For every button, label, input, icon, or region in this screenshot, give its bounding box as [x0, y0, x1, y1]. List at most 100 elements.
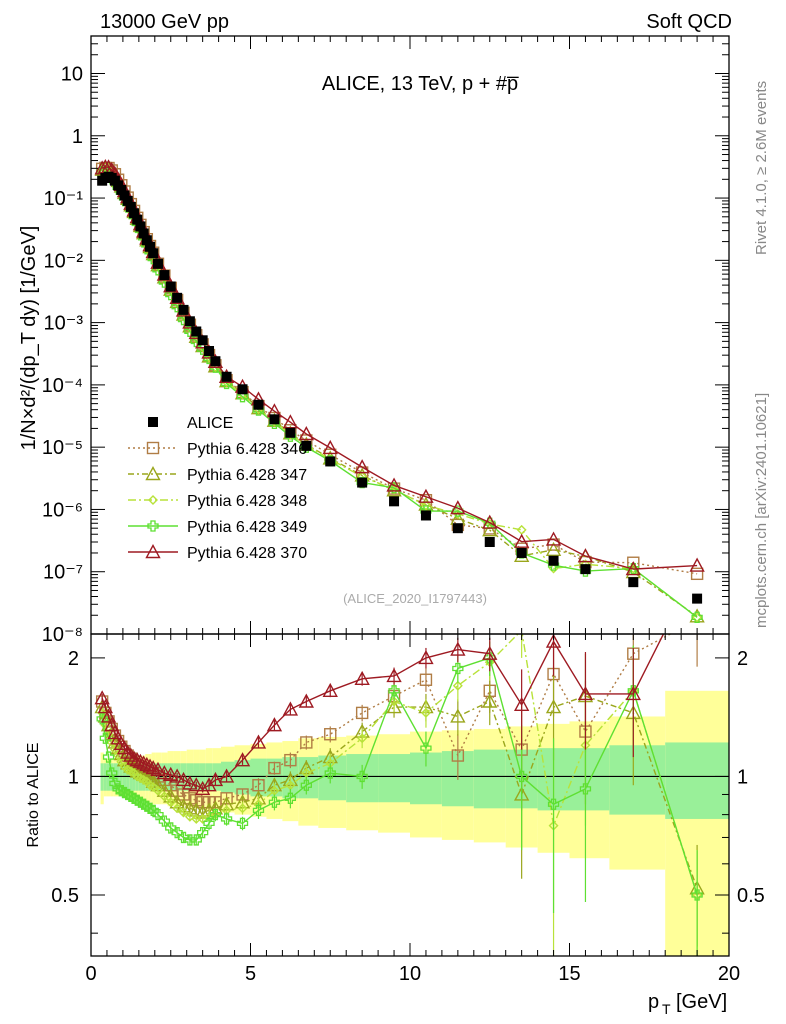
data-point [172, 292, 183, 303]
data-point [452, 523, 463, 534]
data-point [165, 281, 176, 292]
legend-label: Pythia 6.428 347 [187, 467, 307, 484]
legend-entry-2: Pythia 6.428 347 [128, 466, 307, 484]
ratio-series-marker [324, 767, 336, 779]
data-point [389, 496, 400, 507]
main-series-marker [690, 567, 704, 581]
ratio-axis-label: Ratio to ALICE [25, 743, 42, 848]
ratio-series-marker [386, 699, 402, 714]
ratio-series-marker [250, 734, 267, 749]
data-point [119, 190, 130, 201]
data-point [148, 248, 159, 259]
legend-entry-3: Pythia 6.428 348 [128, 493, 307, 510]
ratio-series-marker [388, 685, 400, 697]
ratio-series-marker [482, 645, 498, 660]
ratio-series-marker [451, 749, 465, 762]
ratio-series-marker [123, 747, 139, 762]
x-tick-label: 20 [718, 963, 740, 985]
legend-label: Pythia 6.428 349 [187, 519, 307, 536]
ratio-series-marker [165, 797, 176, 808]
data-point [221, 371, 232, 382]
ratio-series-marker [190, 834, 202, 846]
ratio-tick-label-right: 1 [737, 766, 748, 788]
data-point [269, 414, 280, 425]
data-point [237, 384, 248, 395]
ratio-series-marker [183, 792, 197, 805]
ratio-series-marker [153, 785, 163, 796]
ratio-series-marker [516, 770, 528, 783]
y-tick-label: 10⁻⁶ [42, 499, 83, 521]
data-point [132, 214, 143, 225]
inner-band-bin [234, 760, 251, 795]
ratio-series-marker [450, 708, 466, 723]
ratio-series-marker [145, 760, 161, 775]
x-axis-label: p T [GeV] [648, 991, 727, 1017]
ratio-tick-label-left: 0.5 [51, 885, 79, 907]
main-series-marker [354, 459, 370, 474]
data-point [516, 547, 527, 558]
ratio-series-marker [268, 761, 281, 775]
legend: ALICE Pythia 6.428 346 Pythia 6.428 347 Pyt… [128, 415, 307, 562]
main-series-marker [386, 477, 402, 492]
x-axis-label-sub: T [662, 1001, 671, 1017]
ratio-series-marker [104, 717, 120, 732]
ratio-series-marker [420, 707, 431, 718]
data-point [145, 241, 156, 252]
legend-label: Pythia 6.428 346 [187, 441, 307, 458]
x-tick-label: 10 [399, 963, 421, 985]
ratio-series-marker [419, 673, 433, 686]
legend-entry-data: ALICE [148, 415, 233, 432]
ratio-series-marker [159, 791, 170, 802]
ratio-series-marker [194, 780, 211, 796]
legend-marker [148, 417, 158, 427]
ratio-series-marker [150, 761, 166, 776]
main-data-points [97, 171, 703, 604]
ratio-series-marker [691, 889, 703, 901]
data-point [580, 564, 591, 575]
x-axis-label-unit: [GeV] [676, 991, 727, 1013]
analysis-reference: (ALICE_2020_I1797443) [343, 591, 487, 606]
ratio-series-marker [94, 690, 110, 705]
main-series-marker [691, 611, 703, 624]
ratio-tick-label-right: 0.5 [737, 885, 765, 907]
main-series-marker [236, 391, 249, 403]
main-series-marker [418, 488, 434, 503]
rivet-version-label: Rivet 4.1.0, ≥ 2.6M events [753, 81, 770, 255]
main-series-marker [298, 426, 315, 441]
data-point [548, 555, 559, 566]
ratio-series-marker [282, 701, 299, 716]
data-point [135, 221, 146, 232]
ratio-series-marker [218, 768, 235, 783]
ratio-series-marker [116, 740, 133, 755]
legend-marker [147, 520, 159, 532]
y-tick-label: 1 [72, 126, 83, 148]
data-point [420, 510, 431, 521]
data-point [125, 201, 136, 212]
data-point [484, 537, 495, 548]
legend-label: Pythia 6.428 370 [187, 545, 307, 562]
ratio-series-marker [102, 751, 115, 763]
inner-band-bin [609, 745, 666, 815]
energy-label: 13000 GeV pp [100, 11, 229, 33]
ratio-series-marker [355, 706, 369, 720]
main-series-marker [545, 531, 562, 546]
ratio-series-marker [357, 733, 368, 744]
ratio-series-marker [389, 696, 400, 707]
y-tick-label: 10⁻³ [44, 313, 84, 335]
ratio-series-5 [94, 634, 665, 796]
ratio-series-marker [169, 768, 185, 783]
ratio-series-marker [163, 766, 179, 781]
ratio-series-marker [354, 670, 370, 685]
ratio-series-marker [197, 826, 209, 839]
ratio-series-marker [100, 708, 117, 723]
ratio-series-marker [172, 803, 183, 814]
ratio-series-marker [545, 699, 562, 714]
category-label: Soft QCD [646, 11, 732, 33]
legend-marker [145, 466, 161, 481]
main-series-marker [625, 561, 641, 576]
ratio-series-marker [284, 792, 297, 804]
main-panel-series [94, 159, 705, 624]
data-point [325, 456, 336, 467]
ratio-series-marker [418, 649, 434, 665]
